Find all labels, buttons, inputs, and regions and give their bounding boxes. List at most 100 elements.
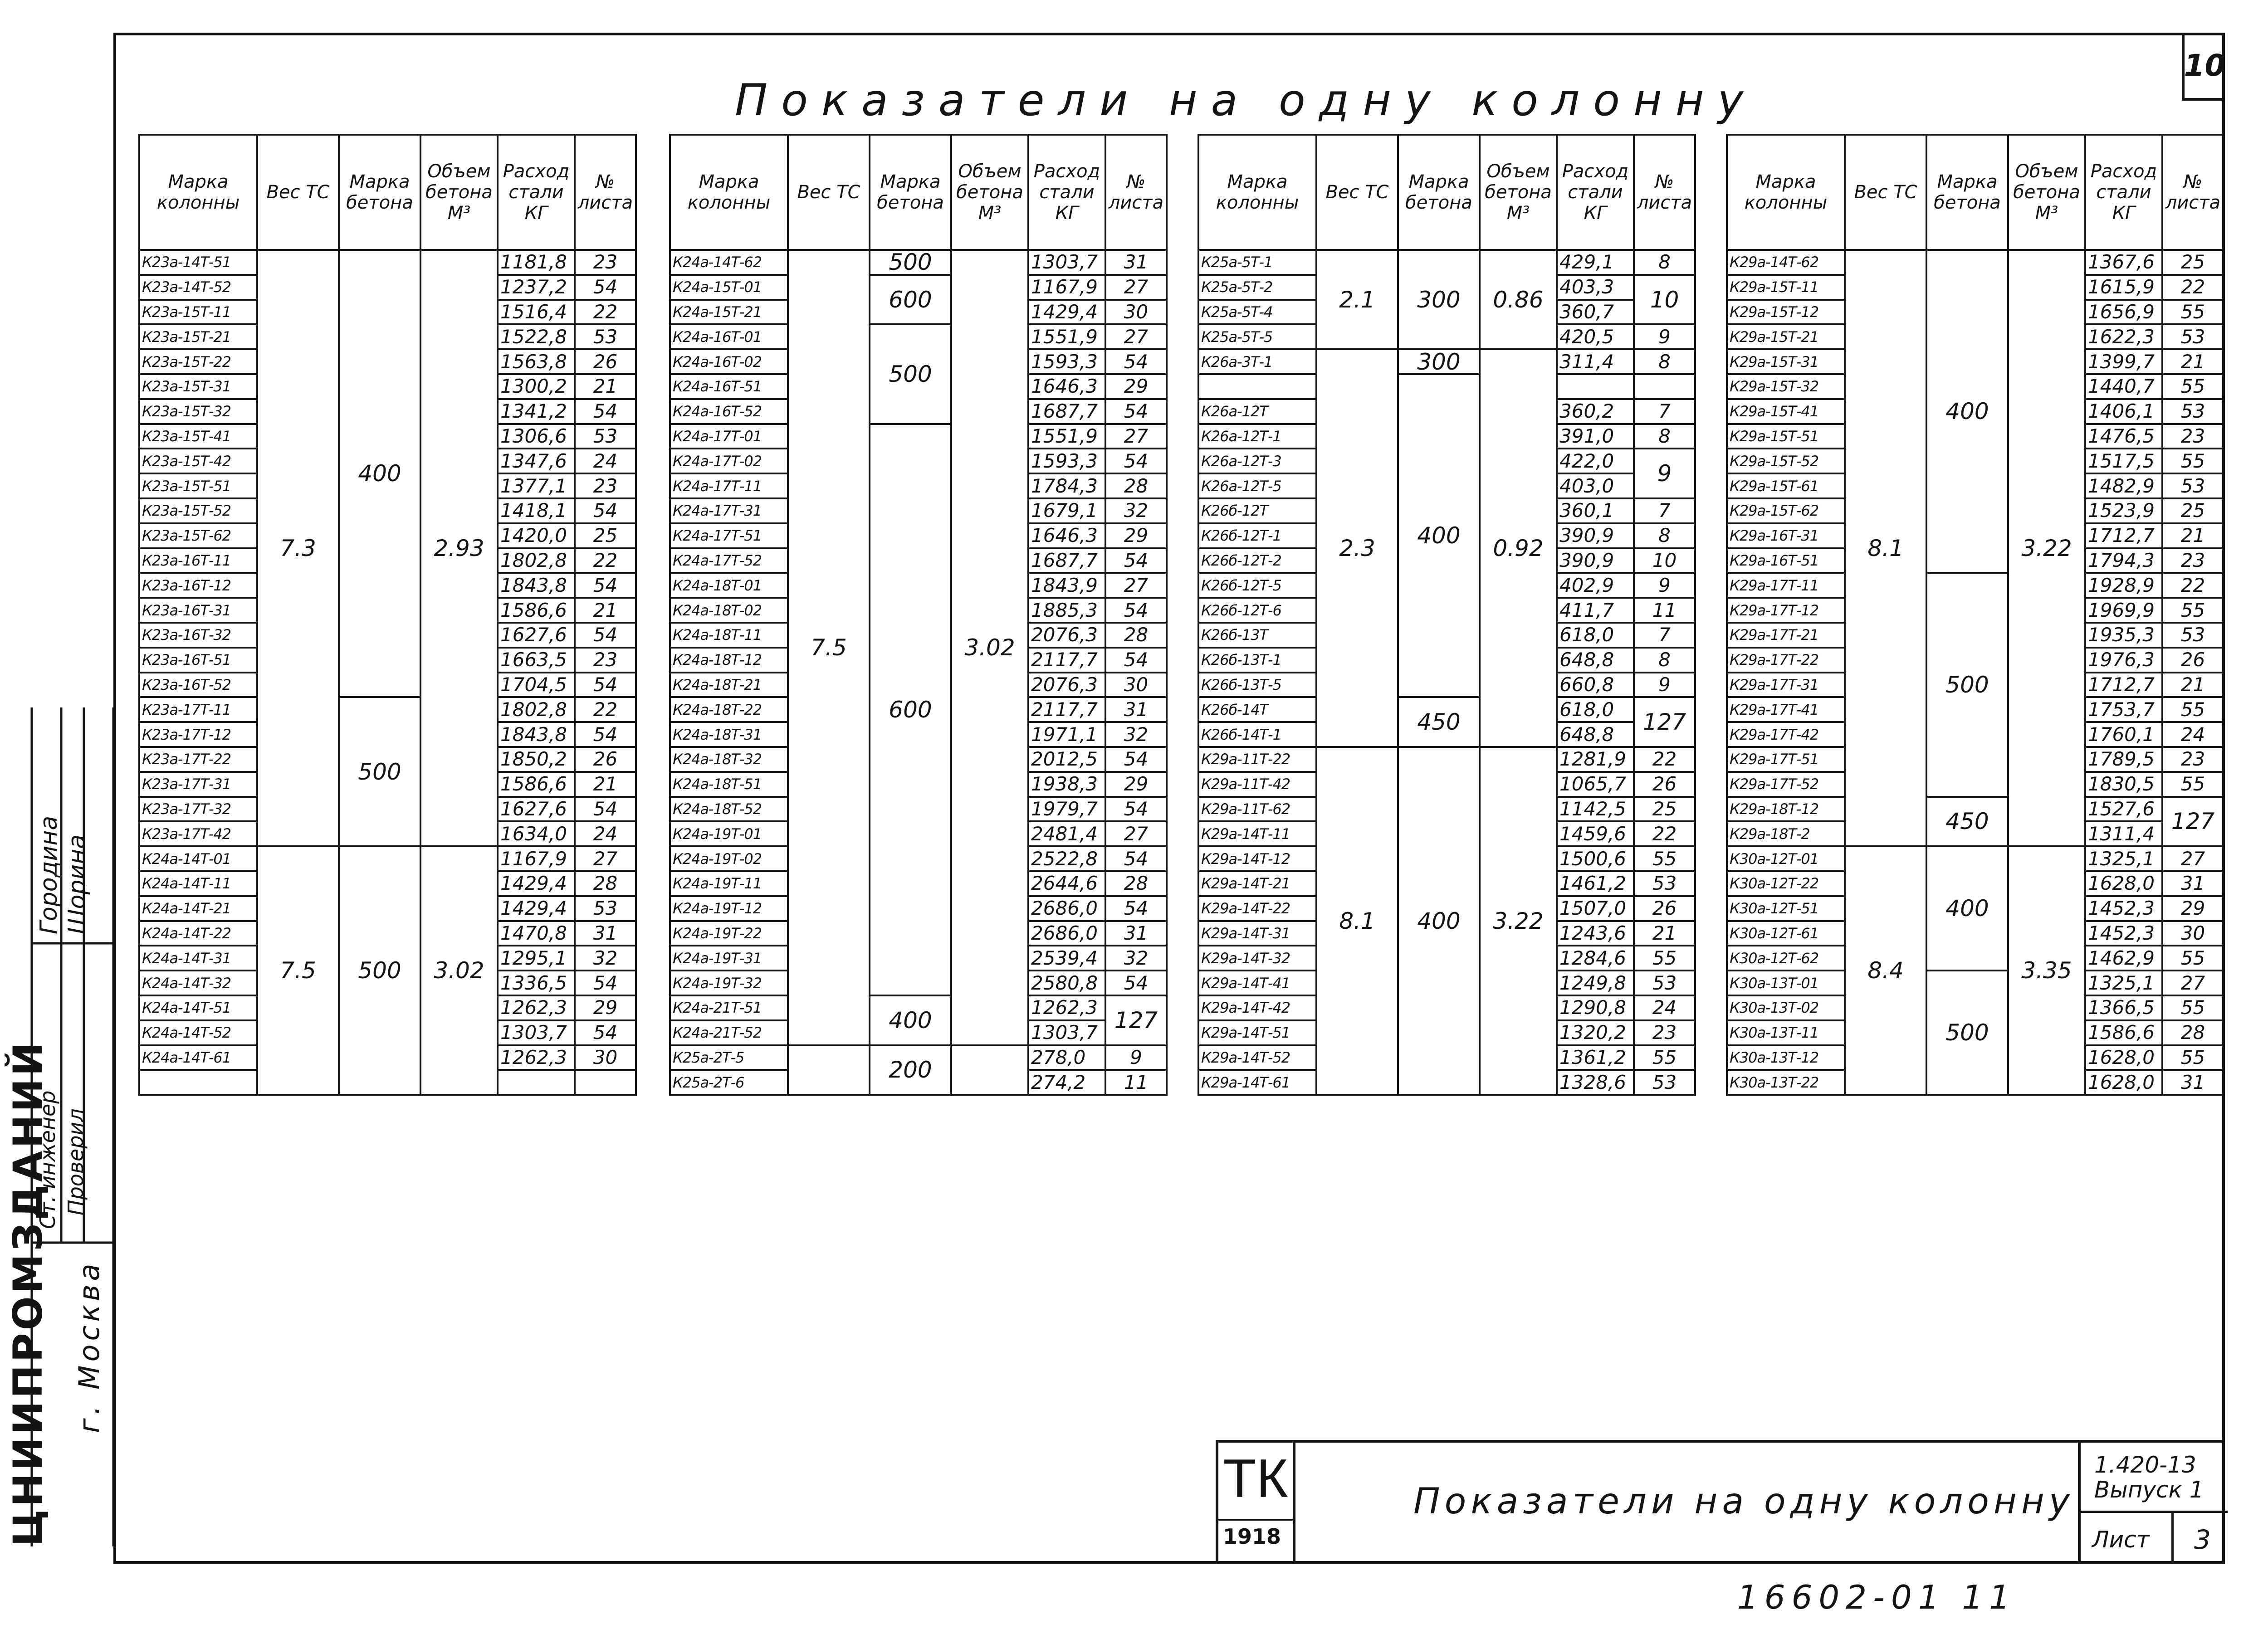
- column-mark-cell: К29а-14Т-21: [1198, 870, 1317, 897]
- header-cell: Марка колонны: [138, 134, 258, 251]
- column-mark-cell: К24а-18Т-21: [669, 671, 789, 698]
- table-row: К24а-14Т-62 7.5 500 3.02 1303,7 31: [669, 249, 1168, 1046]
- table-row: К23а-15Т-51 1377,1 23: [138, 473, 637, 499]
- sheet-cell: 31: [2161, 1069, 2224, 1096]
- column-mark-cell: К29а-18Т-12: [1726, 795, 1846, 823]
- steel-cell: 1586,6: [497, 771, 576, 798]
- table-row: К26б-13Т-1 648,8 8: [1198, 646, 1696, 673]
- column-mark-cell: К23а-15Т-42: [138, 448, 258, 475]
- table-row: К23а-15Т-21 1522,8 53: [138, 323, 637, 351]
- column-mark-cell: К24а-15Т-01: [669, 273, 789, 301]
- sheet-cell: 24: [1633, 994, 1696, 1021]
- table-row: К29а-17Т-12 1969,9 55: [1726, 597, 2224, 624]
- column-mark-cell: К30а-13Т-12: [1726, 1044, 1846, 1071]
- column-mark-cell: К29а-14Т-32: [1198, 945, 1317, 972]
- table-row: К24а-18Т-02 1885,3 54: [669, 597, 1168, 624]
- column-mark-cell: К24а-18Т-02: [669, 597, 789, 624]
- concrete-grade-cell: 400: [338, 249, 421, 698]
- column-mark-cell: К23а-15Т-51: [138, 473, 258, 499]
- steel-cell: 1628,0: [2084, 1069, 2163, 1096]
- steel-cell: 1452,3: [2084, 920, 2163, 947]
- column-mark-cell: К24а-19Т-12: [669, 895, 789, 922]
- sheet-cell: 55: [1633, 845, 1696, 872]
- sheet-cell: 30: [574, 1044, 637, 1071]
- table-row: К29а-14Т-32 1284,6 55: [1198, 945, 1696, 972]
- issue-label: Выпуск 1: [2094, 1477, 2204, 1503]
- steel-cell: 1527,6: [2084, 795, 2163, 823]
- column-mark-cell: К26б-12Т-1: [1198, 522, 1317, 549]
- table-row: К24а-18Т-11 2076,3 28: [669, 621, 1168, 649]
- column-mark-cell: К29а-14Т-51: [1198, 1019, 1317, 1046]
- sheet-cell: 22: [2161, 273, 2224, 301]
- concrete-grade-cell: 400: [1926, 249, 2009, 574]
- table-row: К24а-19Т-02 2522,8 54: [669, 845, 1168, 872]
- sheet-cell: 7: [1633, 398, 1696, 425]
- sheet-cell: 54: [574, 970, 637, 996]
- header-cell: Марка бетона: [869, 134, 952, 251]
- steel-cell: 1979,7: [1027, 795, 1106, 823]
- sheet-cell: 53: [2161, 323, 2224, 351]
- column-mark-cell: К26б-12Т-6: [1198, 597, 1317, 624]
- steel-cell: 420,5: [1556, 323, 1635, 351]
- steel-cell: 1627,6: [497, 621, 576, 649]
- steel-cell: 1627,6: [497, 795, 576, 823]
- sheet-cell: 8: [1633, 249, 1696, 276]
- steel-cell: 1142,5: [1556, 795, 1635, 823]
- column-mark-cell: К26б-12Т: [1198, 497, 1317, 524]
- sheet-cell: 53: [2161, 473, 2224, 499]
- sheet-cell: 55: [2161, 597, 2224, 624]
- sheet-cell: 32: [1105, 721, 1168, 748]
- steel-cell: 390,9: [1556, 547, 1635, 574]
- sheet-cell: 9: [1633, 572, 1696, 599]
- table-row: К29а-18Т-12 450 1527,6 127: [1726, 795, 2224, 848]
- table-row: К23а-16Т-11 1802,8 22: [138, 547, 637, 574]
- table-row: К24а-19Т-11 2644,6 28: [669, 870, 1168, 897]
- steel-cell: 1969,9: [2084, 597, 2163, 624]
- table-row: К23а-17Т-42 1634,0 24: [138, 820, 637, 848]
- table-row: К26б-13Т-5 660,8 9: [1198, 671, 1696, 698]
- table-row: К23а-16Т-31 1586,6 21: [138, 597, 637, 624]
- table-row: К24а-21Т-51 400 1262,3 127: [669, 994, 1168, 1046]
- table-row: К23а-16Т-32 1627,6 54: [138, 621, 637, 649]
- steel-cell: 429,1: [1556, 249, 1635, 276]
- steel-cell: 1303,7: [497, 1019, 576, 1046]
- steel-cell: 1593,3: [1027, 448, 1106, 475]
- series-code: 1.420-13: [2094, 1452, 2196, 1478]
- table-row: К23а-16Т-51 1663,5 23: [138, 646, 637, 673]
- column-mark-cell: К25а-2Т-5: [669, 1044, 789, 1071]
- table-row: К25а-2Т-6 274,2 11: [669, 1069, 1168, 1096]
- table-row: К24а-14Т-51 1262,3 29: [138, 994, 637, 1021]
- sheet-cell: 25: [574, 522, 637, 549]
- column-mark-cell: К30а-12Т-61: [1726, 920, 1846, 947]
- column-mark-cell: К23а-14Т-51: [138, 249, 258, 276]
- steel-cell: [1556, 373, 1635, 400]
- sheet-cell: 127: [1105, 994, 1168, 1046]
- steel-cell: 1712,7: [2084, 671, 2163, 698]
- steel-cell: 1500,6: [1556, 845, 1635, 872]
- sheet-cell: 25: [1633, 795, 1696, 823]
- column-mark-cell: К29а-14Т-62: [1726, 249, 1846, 276]
- sheet-cell: 55: [2161, 994, 2224, 1021]
- column-mark-cell: К29а-11Т-22: [1198, 746, 1317, 773]
- sheet-cell: 53: [2161, 398, 2224, 425]
- steel-cell: 1789,5: [2084, 746, 2163, 773]
- column-mark-cell: К23а-16Т-52: [138, 671, 258, 698]
- table-row: К24а-17Т-02 1593,3 54: [669, 448, 1168, 475]
- column-mark-cell: К23а-15Т-52: [138, 497, 258, 524]
- weight-cell: [787, 1044, 870, 1096]
- weight-cell: 2.3: [1315, 348, 1399, 748]
- column-mark-cell: К24а-18Т-11: [669, 621, 789, 649]
- steel-cell: 1461,2: [1556, 870, 1635, 897]
- column-mark-cell: К25а-5Т-4: [1198, 298, 1317, 326]
- stamp-name-1: Городина: [35, 815, 63, 934]
- steel-cell: 1065,7: [1556, 771, 1635, 798]
- steel-cell: 1325,1: [2084, 845, 2163, 872]
- concrete-volume-cell: 3.02: [950, 249, 1029, 1046]
- sheet-cell: 23: [574, 646, 637, 673]
- sheet-label: Лист: [2092, 1527, 2150, 1553]
- table-row: К29а-14Т-31 1243,6 21: [1198, 920, 1696, 947]
- table-row: К25а-5Т-4 360,7: [1198, 298, 1695, 326]
- column-mark-cell: К29а-14Т-52: [1198, 1044, 1317, 1071]
- sheet-cell: 28: [1105, 473, 1168, 499]
- sheet-cell: 7: [1633, 497, 1696, 524]
